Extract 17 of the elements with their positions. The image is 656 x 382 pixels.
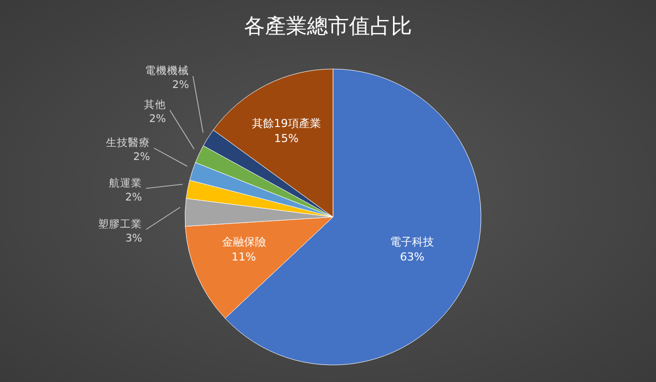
data-label: 2% (172, 79, 189, 92)
slice-label: 金融保險 (222, 235, 266, 248)
slice-label: 其他 (144, 98, 166, 112)
data-label: 15% (274, 132, 299, 146)
data-label: 3% (125, 232, 142, 244)
slice-label: 電子科技 (390, 235, 434, 248)
slice-label: 電機機械 (144, 64, 189, 78)
slice-label: 航運業 (108, 176, 142, 190)
slice-label: 其餘19項產業 (252, 117, 321, 130)
data-label: 11% (232, 250, 256, 264)
data-label: 2% (133, 151, 150, 164)
slice-label: 塑膠工業 (98, 217, 142, 230)
slice-label: 生技醫療 (106, 136, 150, 150)
data-label: 2% (125, 191, 142, 204)
chart-title: 各產業總市值占比 (243, 13, 413, 40)
data-label: 63% (400, 250, 424, 264)
data-label: 2% (149, 113, 166, 126)
